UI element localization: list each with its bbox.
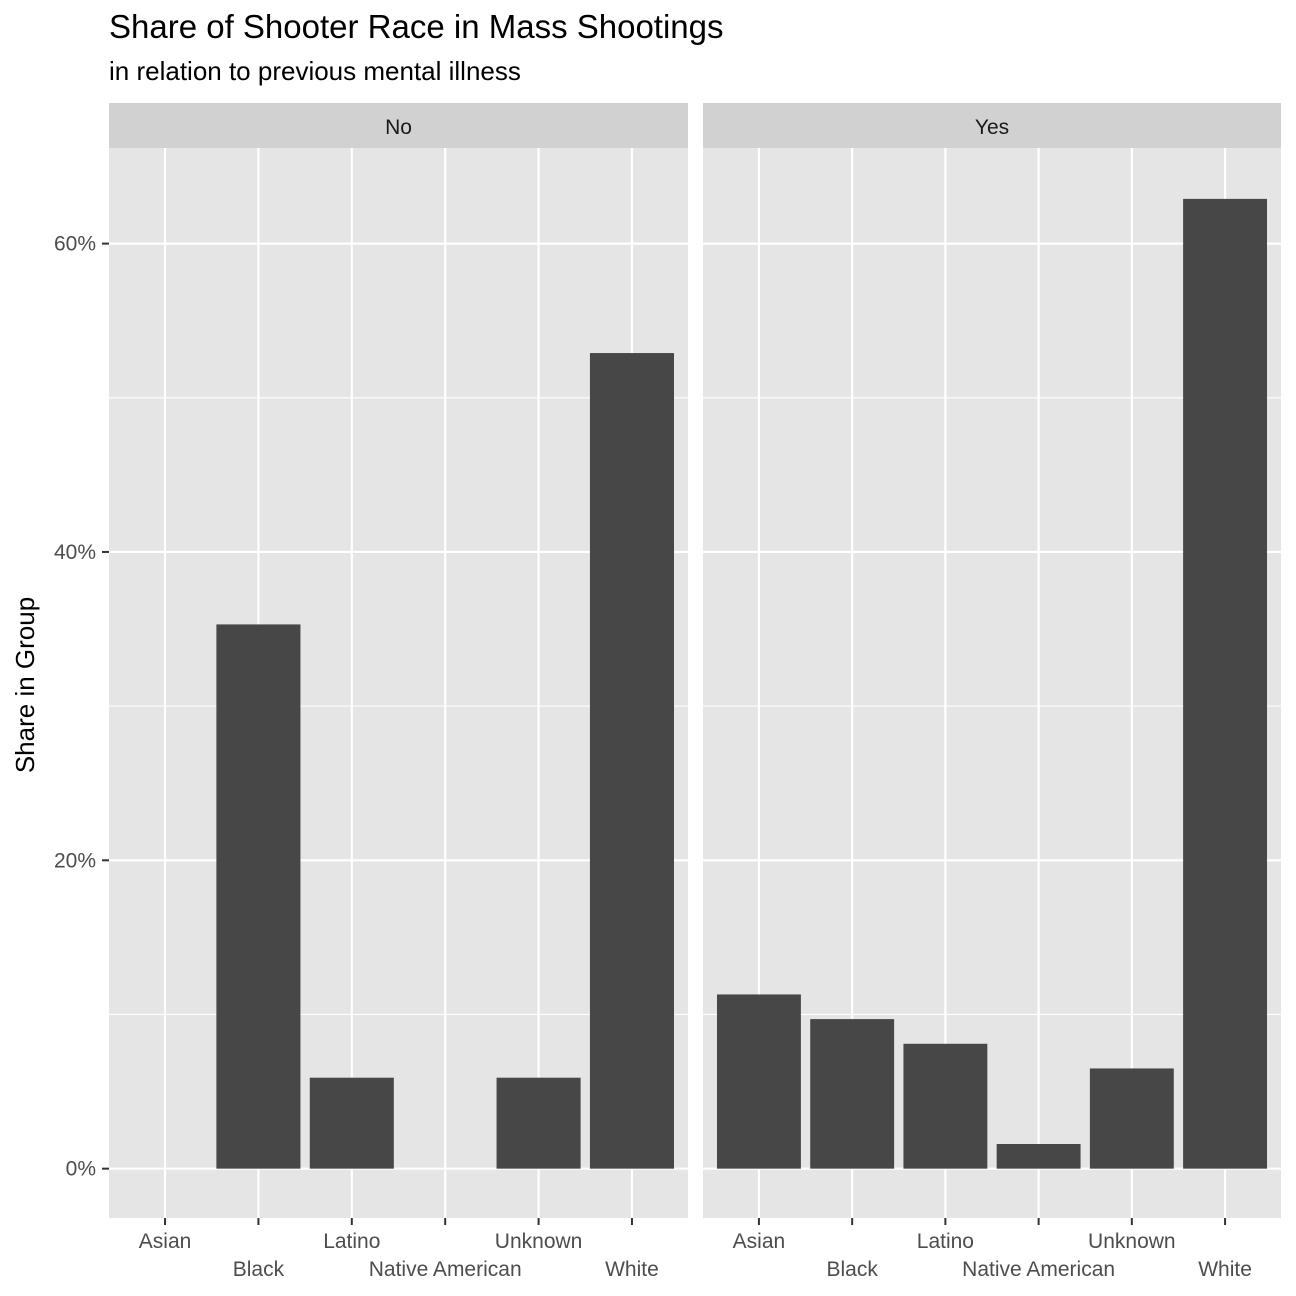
bar-latino xyxy=(903,1043,988,1169)
x-tick-label: Native American xyxy=(962,1258,1115,1281)
chart-title: Share of Shooter Race in Mass Shootings xyxy=(109,8,724,45)
facet-panel-yes: Yes Asian Black Latino Native American Unknow… xyxy=(703,103,1281,1281)
x-tick-label: Black xyxy=(826,1258,878,1281)
y-axis: 0% 20% 40% 60% xyxy=(54,233,109,1181)
y-tick-label: 20% xyxy=(54,849,96,872)
x-tick-label: Black xyxy=(233,1258,285,1281)
y-axis-title: Share in Group xyxy=(10,597,40,773)
x-tick-label: White xyxy=(605,1258,659,1281)
chart-subtitle: in relation to previous mental illness xyxy=(109,56,521,86)
bar-native-american xyxy=(996,1143,1081,1169)
x-tick-label: White xyxy=(1198,1258,1252,1281)
facet-panels: No Asian Black Latino Native American Unknown… xyxy=(109,103,1281,1281)
bar-white xyxy=(589,353,674,1169)
facet-strip-label: Yes xyxy=(975,116,1009,139)
x-tick-label: Native American xyxy=(369,1258,522,1281)
y-tick-label: 40% xyxy=(54,541,96,564)
bar-black xyxy=(216,624,301,1169)
facet-strip-label: No xyxy=(385,116,412,139)
y-tick-label: 60% xyxy=(54,233,96,256)
bar-black xyxy=(810,1019,895,1169)
y-tick-label: 0% xyxy=(66,1158,96,1181)
x-tick-label: Asian xyxy=(139,1230,192,1253)
x-tick-label: Unknown xyxy=(495,1230,583,1253)
facet-strip xyxy=(109,103,688,148)
x-tick-label: Latino xyxy=(917,1230,974,1253)
x-tick-label: Asian xyxy=(733,1230,786,1253)
bar-asian xyxy=(716,994,801,1169)
x-tick-label: Unknown xyxy=(1088,1230,1176,1253)
facet-strip xyxy=(703,103,1281,148)
x-tick-label: Latino xyxy=(323,1230,380,1253)
bar-unknown xyxy=(1089,1068,1174,1169)
facet-panel-no: No Asian Black Latino Native American Unknown… xyxy=(109,103,688,1281)
bar-latino xyxy=(309,1077,394,1169)
bar-white xyxy=(1183,198,1268,1169)
bar-unknown xyxy=(496,1077,581,1169)
